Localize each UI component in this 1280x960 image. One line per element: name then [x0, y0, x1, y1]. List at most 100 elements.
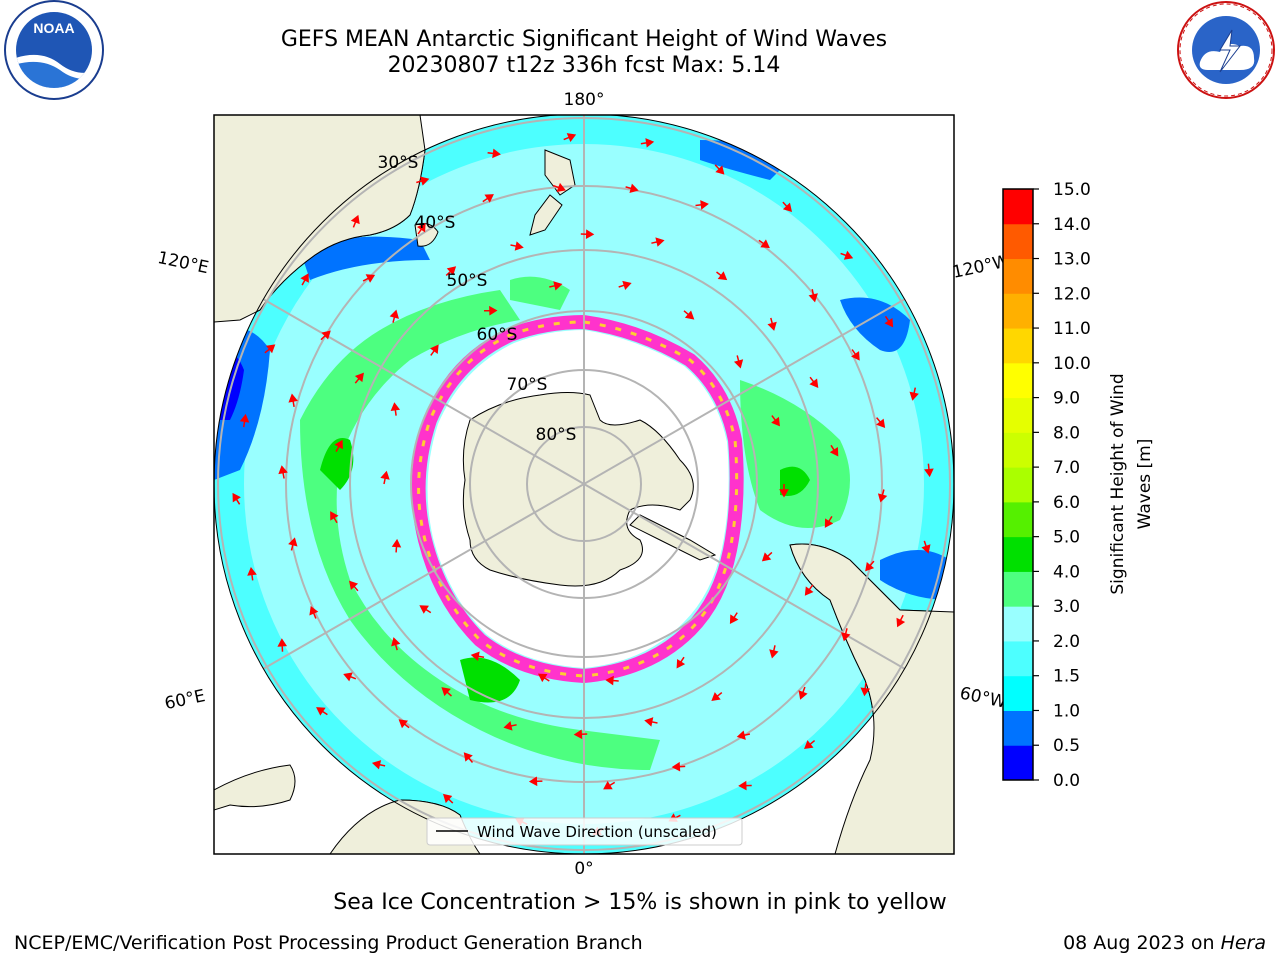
wind-wave-arrow [398, 719, 410, 729]
graticule [217, 115, 951, 854]
colorbar-swatch [1003, 536, 1033, 572]
meridian-label-0: 0° [574, 859, 593, 879]
colorbar-swatch [1003, 675, 1033, 711]
colorbar-tick-label: 11.0 [1053, 319, 1091, 339]
wind-wave-arrow [921, 540, 931, 554]
wind-wave-arrow [758, 239, 770, 249]
wind-wave-arrow [537, 673, 550, 683]
colorbar-tick-label: 13.0 [1053, 250, 1091, 270]
wind-wave-arrow [909, 387, 919, 401]
colorbar-swatch [1003, 293, 1033, 329]
colorbar-swatch [1003, 571, 1033, 607]
colorbar-tick-label: 3.0 [1053, 597, 1080, 617]
wind-wave-arrow [553, 182, 566, 192]
wind-wave-arrow [416, 222, 426, 235]
colorbar: 0.0 0.5 1.0 1.5 2.0 3.0 4.0 5.0 6.0 7.0 8.0 9.0 10.0… [1002, 180, 1155, 791]
colorbar-tick-label: 15.0 [1053, 180, 1091, 200]
colorbar-swatch [1003, 640, 1033, 677]
colorbar-tick-label: 12.0 [1053, 284, 1091, 304]
wind-wave-arrow [714, 164, 725, 175]
wind-wave-arrow [470, 651, 485, 662]
south-america-outside-disk [789, 543, 954, 854]
wind-wave-arrow [300, 273, 309, 286]
map-legend: Wind Wave Direction (unscaled) [426, 817, 743, 846]
new-zealand-south [529, 194, 563, 236]
wind-wave-arrow [549, 281, 563, 291]
colorbar-swatch [1003, 258, 1033, 294]
wind-wave-arrow [840, 250, 854, 260]
colorbar-swatch [1003, 328, 1033, 364]
wind-wave-arrow [676, 656, 686, 669]
meridian-60e-120w [262, 298, 906, 670]
wind-wave-arrow [239, 413, 250, 428]
wind-wave-arrow [309, 606, 319, 619]
lat-label-80s: 80°S [536, 425, 577, 445]
wind-wave-arrow [343, 672, 357, 682]
wind-wave-arrow [503, 721, 517, 731]
wind-wave-arrow [804, 584, 814, 596]
wind-wave-arrow [510, 241, 524, 251]
wind-wave-arrow [809, 376, 819, 388]
map-frame [213, 114, 955, 855]
wind-wave-arrow [320, 330, 331, 341]
wind-wave-arrow [391, 637, 401, 651]
colorbar-tick-label: 0.0 [1053, 771, 1080, 791]
wind-wave-arrow [876, 417, 886, 428]
wind-wave-arrow [779, 484, 789, 498]
wind-wave-arrow [371, 760, 386, 770]
wind-wave-arrow [430, 344, 439, 356]
wind-wave-arrow [380, 470, 390, 485]
wind-wave-arrow [445, 266, 457, 276]
wind-wave-arrow [851, 349, 860, 361]
credit-date-text: 08 Aug 2023 on [1063, 932, 1221, 954]
wind-wave-arrow [463, 752, 474, 763]
wind-wave-arrow [695, 200, 709, 210]
wind-wave-arrow [247, 567, 257, 581]
wind-wave-arrow [278, 465, 288, 479]
wind-wave-arrow [877, 489, 888, 503]
wind-wave-arrow [671, 761, 686, 772]
colorbar-tick-label: 1.5 [1053, 667, 1080, 687]
wind-wave-arrow [711, 692, 723, 702]
colorbar-label-line2: Waves [m] [1135, 439, 1155, 530]
antarctic-peninsula [629, 514, 717, 561]
wind-wave-arrow [349, 580, 359, 592]
wind-wave-arrow [716, 271, 728, 281]
wind-wave-arrow [729, 612, 739, 624]
wind-wave-arrow [771, 415, 780, 427]
meridian-label-60e: 60°E [163, 686, 207, 714]
wind-wave-arrow [563, 133, 577, 142]
latitude-labels: 30°S 40°S 50°S 60°S 70°S 80°S [378, 153, 577, 445]
lat-label-50s: 50°S [447, 271, 488, 291]
wind-wave-arrow [924, 463, 934, 478]
meridian-label-120e: 120°E [156, 248, 211, 278]
colorbar-swatch [1003, 710, 1033, 746]
colorbar-swatch [1003, 467, 1033, 503]
credit-date: 08 Aug 2023 on Hera [1063, 932, 1266, 954]
wind-wave-arrow [288, 537, 298, 551]
colorbar-tick-label: 9.0 [1053, 389, 1080, 409]
meridian-label-180: 180° [564, 90, 605, 110]
colorbar-swatch [1003, 501, 1033, 538]
chart-subtitle: 20230807 t12z 336h fcst Max: 5.14 [387, 53, 781, 78]
wind-wave-arrow [618, 280, 632, 290]
australia-outside-disk [214, 115, 426, 323]
wind-wave-arrow [277, 638, 288, 652]
wind-wave-arrow [804, 740, 816, 750]
wind-wave-arrow [419, 605, 432, 614]
colorbar-tick-label: 8.0 [1053, 423, 1080, 443]
wind-wave-arrow [625, 183, 639, 193]
lat-label-30s: 30°S [378, 153, 419, 173]
colorbar-tick-label: 4.0 [1053, 562, 1080, 582]
wind-wave-arrow [362, 274, 376, 283]
colorbar-swatch [1003, 432, 1033, 468]
wind-wave-arrow [841, 628, 851, 642]
wind-wave-arrow [736, 730, 751, 740]
wind-wave-arrow [416, 176, 430, 186]
wind-wave-arrow [808, 289, 818, 303]
wind-wave-arrow [829, 444, 839, 457]
noaa-logo-text: NOAA [33, 20, 74, 36]
wind-wave-arrow [443, 793, 454, 804]
wind-wave-arrow [640, 138, 655, 148]
